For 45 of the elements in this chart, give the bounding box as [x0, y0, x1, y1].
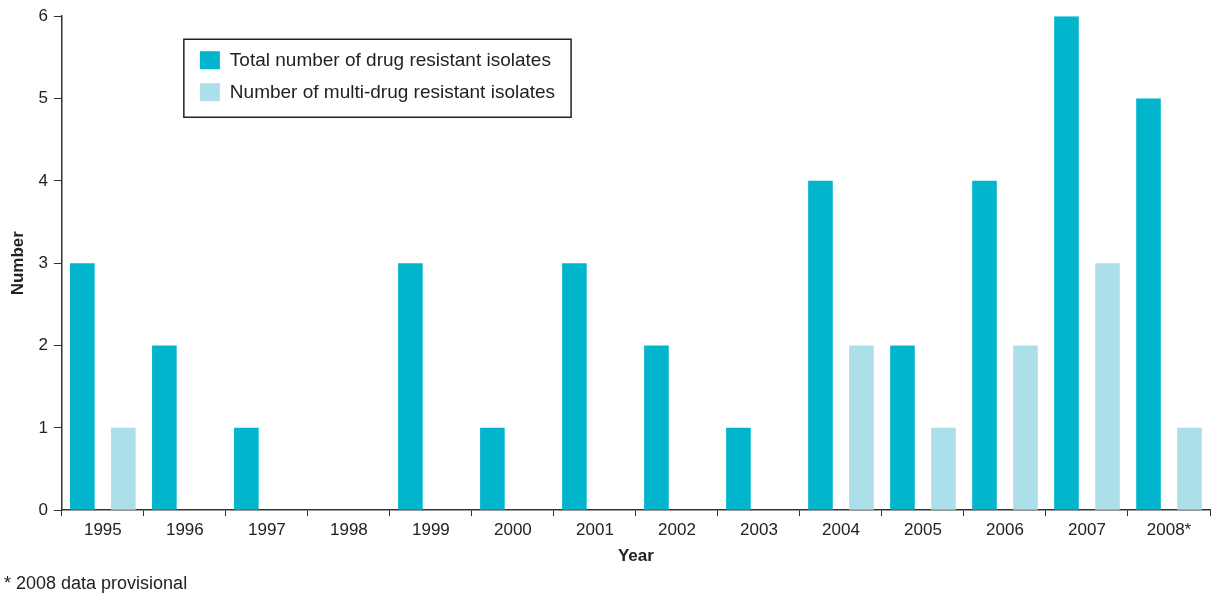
bar	[398, 263, 423, 510]
y-tick-label: 5	[38, 88, 48, 108]
bar	[849, 345, 874, 510]
y-tick-label: 2	[38, 335, 48, 355]
x-tick-label: 2000	[494, 520, 532, 540]
bar	[234, 427, 259, 510]
bar	[890, 345, 915, 510]
x-tick-label: 2008*	[1146, 520, 1192, 540]
text: * 2008 data provisional	[4, 572, 188, 593]
x-axis-title: Year	[617, 546, 655, 566]
x-tick-label: 2002	[658, 520, 696, 540]
bar	[644, 345, 669, 510]
bar	[931, 427, 956, 510]
x-tick-label: 2004	[822, 520, 860, 540]
bar	[70, 263, 95, 510]
bar	[1054, 16, 1079, 510]
x-tick-label: 1995	[83, 520, 122, 540]
x-tick-label: 1998	[329, 520, 368, 540]
y-tick-label: 4	[38, 170, 48, 190]
bar	[111, 427, 136, 510]
bar	[972, 180, 997, 510]
y-tick-label: 1	[38, 417, 48, 437]
bar	[726, 427, 751, 510]
y-axis-title: Number	[7, 230, 27, 296]
bar	[562, 263, 587, 510]
bar	[1013, 345, 1038, 510]
x-tick-label: 2003	[740, 520, 778, 540]
y-tick-label: 0	[38, 499, 48, 519]
bar	[152, 345, 177, 510]
bar	[808, 180, 833, 510]
x-tick-label: 1997	[247, 520, 286, 540]
bar	[1095, 263, 1120, 510]
bar	[1177, 427, 1202, 510]
x-tick-label: 2006	[986, 520, 1024, 540]
y-tick-label: 3	[38, 252, 48, 272]
legend-label: Total number of drug resistant isolates	[229, 49, 551, 71]
y-tick-label: 6	[38, 5, 48, 25]
x-tick-label: 1999	[411, 520, 450, 540]
x-tick-label: 2001	[576, 520, 614, 540]
x-tick-label: 2007	[1068, 520, 1106, 540]
legend-label: Number of multi-drug resistant isolates	[229, 81, 556, 103]
x-tick-label: 1996	[165, 520, 204, 540]
x-tick-label: 2005	[904, 520, 942, 540]
bar	[1136, 98, 1161, 510]
bar	[480, 427, 505, 510]
